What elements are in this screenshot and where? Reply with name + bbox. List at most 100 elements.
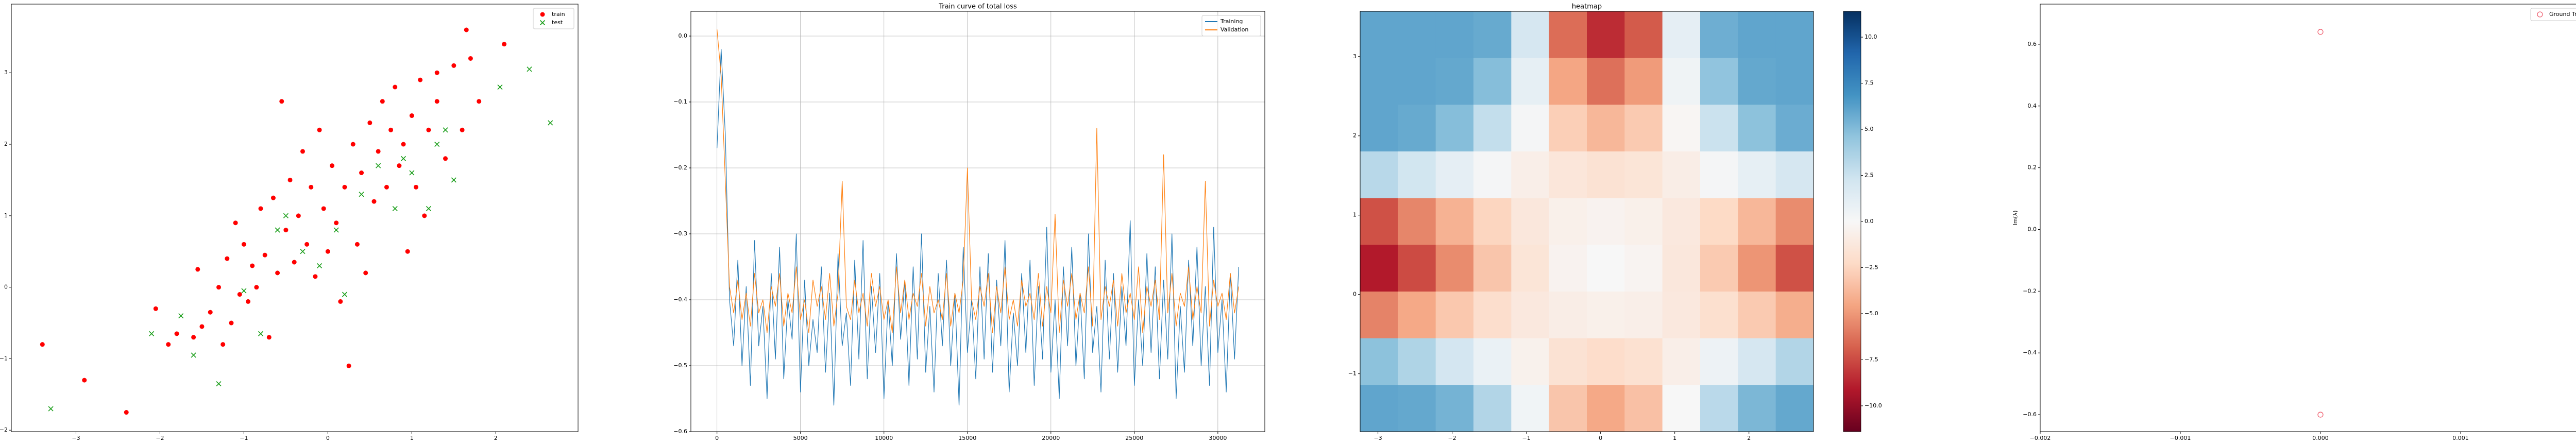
y-tick-label: −1 — [1348, 370, 1357, 377]
point — [502, 42, 507, 47]
y-tick-label: 0.6 — [2028, 41, 2037, 47]
point — [477, 99, 482, 104]
heatmap-cell — [1398, 292, 1436, 339]
point — [2317, 29, 2324, 35]
point — [359, 170, 364, 176]
heatmap-cell — [1624, 105, 1663, 152]
point — [266, 335, 272, 340]
point — [124, 410, 129, 415]
point — [254, 285, 259, 290]
heatmap-cell — [1398, 338, 1436, 385]
heatmap-cell — [1473, 198, 1512, 245]
point — [262, 252, 267, 258]
chart-title: heatmap — [1572, 3, 1602, 11]
heatmap-cell — [1738, 245, 1776, 292]
point — [166, 342, 171, 347]
plot-area — [717, 29, 1239, 406]
heatmap-cell — [1398, 151, 1436, 199]
point — [330, 163, 335, 168]
point — [397, 163, 402, 168]
point — [338, 299, 343, 304]
heatmap-cell — [1775, 245, 1814, 292]
colorbar-tick-label: 0.0 — [1865, 218, 1874, 225]
colorbar-tick-label: −10.0 — [1865, 402, 1882, 409]
heatmap-cell — [1360, 198, 1398, 245]
y-tick-label: −0.2 — [673, 164, 687, 171]
point — [216, 285, 222, 290]
y-tick-label: 2 — [1353, 132, 1357, 139]
heatmap-cell — [1624, 151, 1663, 199]
point — [309, 184, 314, 190]
colorbar-tick-label: −2.5 — [1865, 264, 1878, 270]
heatmap-cell — [1360, 151, 1398, 199]
plot-area — [1360, 11, 1814, 432]
legend-label: Validation — [1221, 26, 1248, 33]
legend-label: Training — [1220, 18, 1243, 25]
heatmap-cell — [1511, 198, 1550, 245]
point — [82, 378, 87, 383]
x-tick-label: −2 — [156, 435, 164, 441]
heatmap-cell — [1473, 105, 1512, 152]
heatmap-cell — [1473, 385, 1512, 432]
heatmap-cell — [1738, 338, 1776, 385]
x-tick-label: 10000 — [875, 435, 893, 441]
point — [313, 274, 318, 279]
heatmap-cell — [1360, 292, 1398, 339]
y-tick-label: 3 — [4, 69, 8, 76]
heatmap-cell — [1738, 198, 1776, 245]
legend-label: train — [552, 11, 565, 18]
x-tick-label: 25000 — [1125, 435, 1143, 441]
colorbar-tick-label: 2.5 — [1865, 172, 1874, 179]
y-tick-label: 3 — [1353, 53, 1357, 60]
point — [174, 331, 179, 336]
y-tick-label: 0 — [4, 284, 8, 291]
heatmap-cell — [1360, 385, 1398, 432]
heatmap-cell — [1360, 11, 1398, 59]
heatmap-cell — [1662, 58, 1701, 105]
heatmap-cell — [1624, 58, 1663, 105]
heatmap-cell — [1549, 292, 1587, 339]
point — [393, 84, 398, 90]
heatmap-cell — [1435, 198, 1474, 245]
heatmap-cell — [1473, 292, 1512, 339]
heatmap-cell — [1360, 338, 1398, 385]
heatmap-cell — [1738, 385, 1776, 432]
heatmap-cell — [1398, 11, 1436, 59]
y-tick-label: 0.0 — [2028, 226, 2037, 232]
heatmap-cell — [1662, 245, 1701, 292]
point — [241, 242, 246, 247]
point — [363, 270, 368, 276]
heatmap-cell — [1775, 385, 1814, 432]
heatmap-cell — [1700, 292, 1738, 339]
heatmap-cell — [1700, 245, 1738, 292]
heatmap-cell — [1700, 58, 1738, 105]
heatmap-cell — [1775, 105, 1814, 152]
heatmap-cell — [1775, 198, 1814, 245]
heatmap-cell — [1473, 338, 1512, 385]
point — [48, 406, 54, 412]
heatmap-cell — [1435, 245, 1474, 292]
x-tick-label: 0.000 — [2312, 435, 2329, 441]
heatmap-cell — [1738, 58, 1776, 105]
heatmap-cell — [1435, 11, 1474, 59]
y-tick-label: −0.2 — [2023, 287, 2037, 294]
heatmap-cell — [1549, 11, 1587, 59]
point — [233, 220, 238, 226]
heatmap-cell — [1435, 58, 1474, 105]
point — [229, 320, 234, 326]
colorbar-tick-label: 7.5 — [1865, 80, 1874, 87]
legend-swatch — [539, 20, 546, 26]
x-tick-label: 2 — [1747, 435, 1751, 441]
point — [413, 184, 418, 190]
heatmap-cell — [1360, 105, 1398, 152]
x-tick-label: −3 — [72, 435, 80, 441]
heatmap-cell — [1511, 105, 1550, 152]
legend-box — [2530, 8, 2576, 21]
heatmap-cell — [1775, 151, 1814, 199]
heatmap-cell — [1738, 105, 1776, 152]
y-tick-label: −0.1 — [673, 98, 687, 105]
point — [178, 313, 184, 319]
point — [270, 195, 276, 200]
